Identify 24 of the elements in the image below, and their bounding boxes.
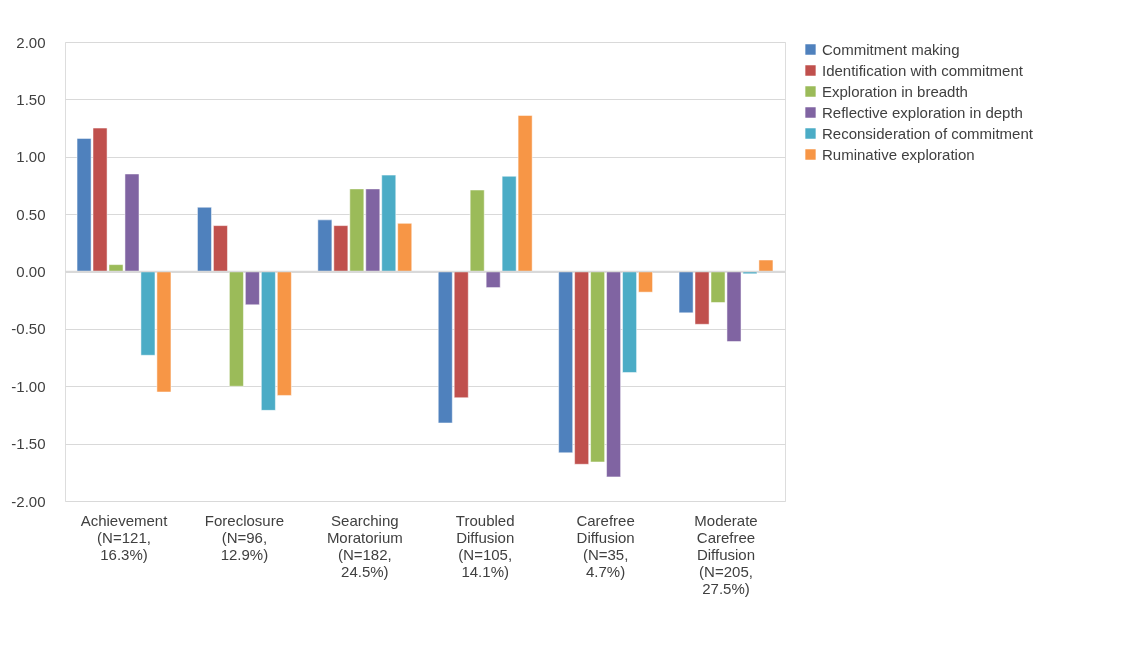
legend-label: Identification with commitment (822, 61, 1024, 79)
y-tick-label: 1.50 (16, 90, 46, 108)
y-tick-label: -1.50 (11, 435, 46, 453)
legend-label: Reflective exploration in depth (822, 103, 1023, 121)
legend-label: Reconsideration of commitment (822, 124, 1034, 142)
legend-label: Ruminative exploration (822, 145, 975, 163)
bar (469, 189, 485, 272)
x-tick-label: Carefree Diffusion (N=35, 4.7%) (576, 511, 635, 580)
x-tick-label: Achievement (N=121, 16.3%) (80, 511, 169, 563)
y-tick-label: -2.00 (11, 492, 46, 510)
x-tick-label: Troubled Diffusion (N=105, 14.1%) (455, 511, 515, 580)
legend-label: Commitment making (822, 40, 960, 58)
x-tick-label: Foreclosure (N=96, 12.9%) (204, 511, 284, 563)
legend-label: Exploration in breadth (822, 82, 968, 100)
bar (485, 271, 501, 288)
x-tick-label: Searching Moratorium (N=182, 24.5%) (326, 511, 403, 580)
y-tick-label: -1.00 (11, 377, 46, 395)
y-tick-label: 2.00 (16, 33, 46, 51)
bar (758, 259, 774, 272)
x-tick-label: Moderate Carefree Diffusion (N=205, 27.5%) (694, 511, 758, 597)
y-tick-label: -0.50 (11, 320, 46, 338)
y-tick-label: 0.50 (16, 205, 46, 223)
y-tick-label: 1.00 (16, 148, 46, 166)
y-tick-label: 0.00 (16, 263, 46, 280)
